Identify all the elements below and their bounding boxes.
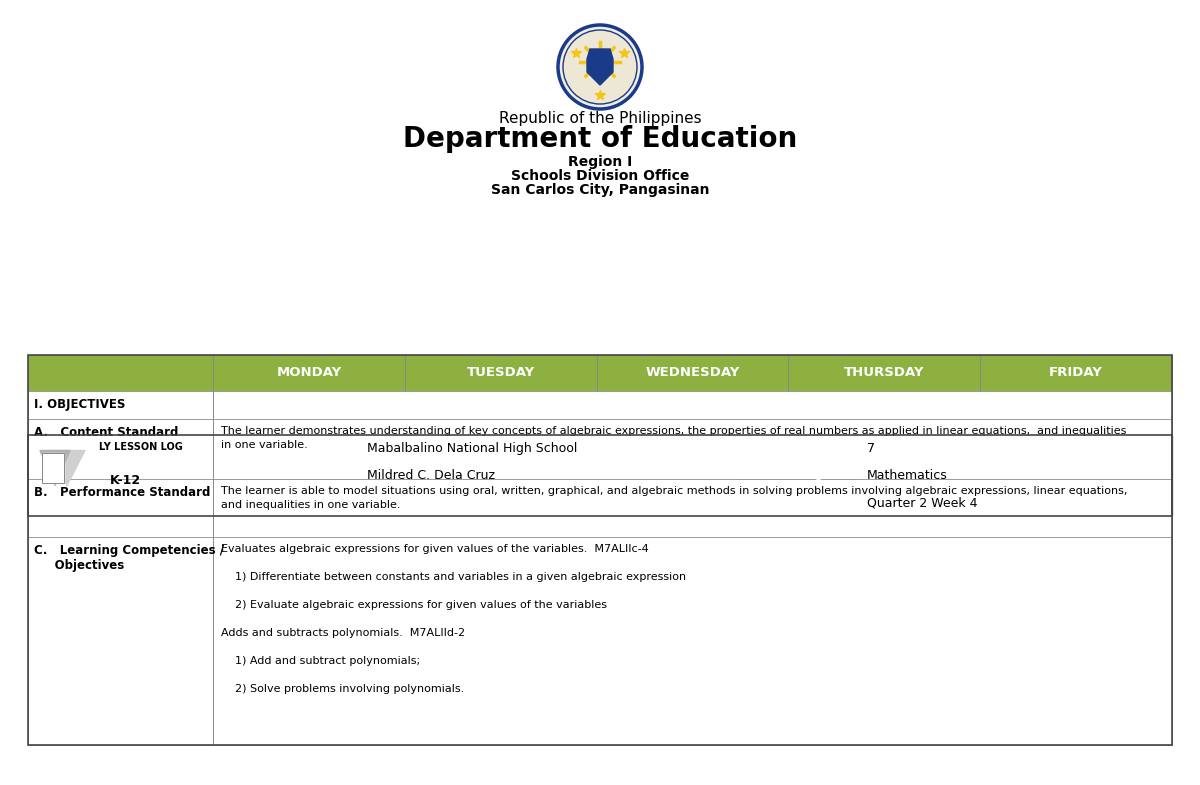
Text: Quarter: Quarter xyxy=(808,498,856,507)
Bar xyxy=(214,462,361,489)
Text: School:: School: xyxy=(310,444,356,454)
Bar xyxy=(862,462,1172,489)
Bar xyxy=(862,489,1172,516)
Bar xyxy=(361,462,736,489)
Text: LY LESSON LOG: LY LESSON LOG xyxy=(98,442,182,452)
Text: The learner demonstrates understanding of key concepts of algebraic expressions,: The learner demonstrates understanding o… xyxy=(221,426,1127,450)
Text: Learning Area: Learning Area xyxy=(768,470,856,480)
Circle shape xyxy=(558,25,642,109)
Circle shape xyxy=(563,30,637,104)
Text: C.   Learning Competencies /
     Objectives: C. Learning Competencies / Objectives xyxy=(34,544,224,572)
Text: Mathematics: Mathematics xyxy=(866,469,948,482)
Text: THURSDAY: THURSDAY xyxy=(844,367,924,379)
Polygon shape xyxy=(40,451,70,485)
Text: Department of Education: Department of Education xyxy=(403,125,797,153)
Bar xyxy=(28,435,214,516)
Text: Grade Level: Grade Level xyxy=(781,444,856,454)
Bar xyxy=(214,489,361,516)
Text: K-12: K-12 xyxy=(110,474,142,487)
Text: Mabalbalino National High School: Mabalbalino National High School xyxy=(367,442,577,455)
Bar xyxy=(28,355,1172,391)
Bar xyxy=(361,489,736,516)
Polygon shape xyxy=(50,451,85,485)
Polygon shape xyxy=(587,49,613,85)
Text: FRIDAY: FRIDAY xyxy=(1049,367,1103,379)
Circle shape xyxy=(590,52,610,72)
Bar xyxy=(28,419,1172,479)
Bar xyxy=(28,391,1172,419)
Text: 7: 7 xyxy=(866,442,875,455)
Text: Schools Division Office: Schools Division Office xyxy=(511,169,689,183)
Text: WEDNESDAY: WEDNESDAY xyxy=(646,367,739,379)
Bar xyxy=(736,462,862,489)
Bar xyxy=(28,537,1172,745)
Text: Mildred C. Dela Cruz: Mildred C. Dela Cruz xyxy=(367,469,496,482)
Text: A.   Content Standard: A. Content Standard xyxy=(34,426,179,439)
Bar xyxy=(28,479,1172,537)
Text: Evaluates algebraic expressions for given values of the variables.  M7ALIIc-4

 : Evaluates algebraic expressions for give… xyxy=(221,544,686,694)
Bar xyxy=(862,435,1172,462)
Text: B.   Performance Standard: B. Performance Standard xyxy=(34,486,210,499)
Text: San Carlos City, Pangasinan: San Carlos City, Pangasinan xyxy=(491,183,709,197)
Bar xyxy=(42,452,64,483)
Bar xyxy=(42,452,64,483)
Bar xyxy=(736,489,862,516)
Text: The learner is able to model situations using oral, written, graphical, and alge: The learner is able to model situations … xyxy=(221,486,1127,510)
Text: Republic of the Philippines: Republic of the Philippines xyxy=(499,111,701,126)
Text: Quarter 2 Week 4: Quarter 2 Week 4 xyxy=(866,496,978,509)
Bar xyxy=(28,435,1172,516)
Bar xyxy=(361,435,736,462)
Text: TUESDAY: TUESDAY xyxy=(467,367,535,379)
Bar xyxy=(736,435,862,462)
Text: Teacher:: Teacher: xyxy=(302,470,356,480)
Bar xyxy=(214,435,361,462)
Text: MONDAY: MONDAY xyxy=(276,367,342,379)
Text: I. OBJECTIVES: I. OBJECTIVES xyxy=(34,398,125,411)
Bar xyxy=(28,435,1172,516)
Text: Teaching Dates and Time: Teaching Dates and Time xyxy=(199,498,356,507)
Text: Region I: Region I xyxy=(568,155,632,169)
Bar xyxy=(28,355,1172,745)
